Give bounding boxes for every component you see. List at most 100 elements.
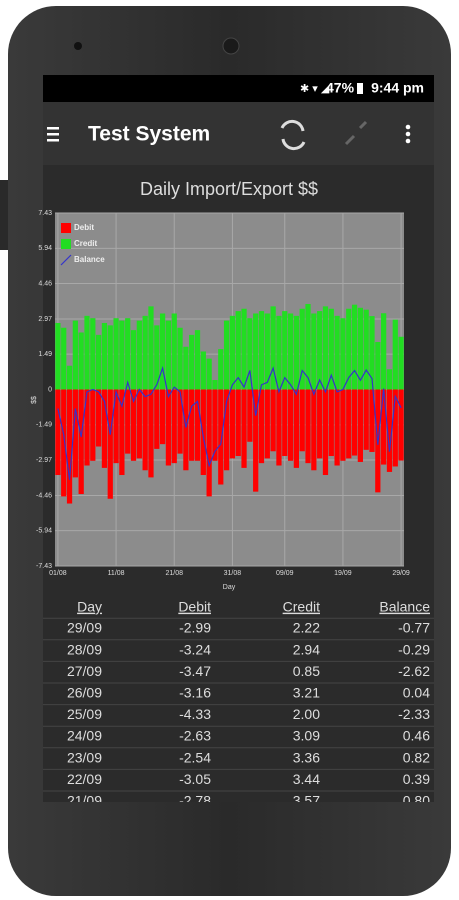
y-tick-label: 7.43 xyxy=(38,210,52,217)
bar xyxy=(253,313,259,390)
bar xyxy=(189,389,195,461)
chart-title: Daily Import/Export $$ xyxy=(140,179,318,199)
bar xyxy=(276,315,282,390)
table-cell: 3.57 xyxy=(293,793,320,809)
clock: 9:44 pm xyxy=(371,80,424,96)
table-cell: 26/09 xyxy=(67,685,102,701)
bar xyxy=(206,389,212,497)
x-tick-label: 09/09 xyxy=(276,570,294,577)
bar xyxy=(229,315,236,390)
front-camera xyxy=(74,42,82,50)
bar xyxy=(107,325,113,390)
bar xyxy=(334,389,340,466)
battery-icon xyxy=(357,83,363,94)
table-cell: 28/09 xyxy=(67,641,102,657)
battery: 47% xyxy=(326,80,355,96)
table-cell: -2.62 xyxy=(398,663,430,679)
bar xyxy=(165,389,172,466)
legend-label: Balance xyxy=(74,255,105,264)
bar xyxy=(90,389,96,461)
bar xyxy=(142,315,148,390)
bar xyxy=(223,320,230,390)
bar xyxy=(101,389,108,468)
refresh-button[interactable] xyxy=(280,119,306,151)
bar xyxy=(90,318,96,390)
bar xyxy=(171,389,177,464)
toolbar xyxy=(43,102,434,165)
table-cell: 0.04 xyxy=(403,685,430,701)
table-cell: 0.82 xyxy=(403,749,430,765)
bar xyxy=(299,389,305,452)
bar xyxy=(183,346,189,390)
x-tick-label: 19/09 xyxy=(334,570,352,577)
overflow-menu[interactable] xyxy=(405,124,411,144)
bar xyxy=(258,311,265,390)
status-icons: ✱ ▾ ◢ xyxy=(300,83,330,95)
y-tick-label: 2.97 xyxy=(38,316,52,323)
bar xyxy=(386,369,393,390)
bar xyxy=(276,389,282,466)
table-cell: 3.44 xyxy=(293,771,320,787)
bar xyxy=(223,389,230,471)
bar xyxy=(200,351,206,390)
bar xyxy=(55,322,61,390)
bar xyxy=(235,311,241,390)
x-tick-label: 21/08 xyxy=(165,570,183,577)
bar xyxy=(96,334,102,390)
table-cell: -2.99 xyxy=(179,620,211,636)
menu-button[interactable] xyxy=(47,127,59,142)
bar xyxy=(61,327,67,390)
table-cell: 0.39 xyxy=(403,771,430,787)
table-cell: -2.78 xyxy=(179,793,211,809)
bar xyxy=(235,389,241,457)
bar xyxy=(159,389,166,445)
bar xyxy=(125,389,131,454)
bar xyxy=(72,320,78,390)
bar xyxy=(375,341,381,390)
x-tick-label: 11/08 xyxy=(108,570,125,577)
bar xyxy=(270,306,276,390)
bar xyxy=(264,313,270,390)
bar xyxy=(311,389,317,471)
bar xyxy=(148,389,154,478)
bar xyxy=(392,389,398,467)
bar xyxy=(293,315,300,390)
bar xyxy=(183,389,189,471)
y-tick-label: -5.94 xyxy=(36,527,52,534)
legend-swatch xyxy=(61,239,71,249)
bar xyxy=(154,325,160,390)
bar xyxy=(247,389,253,442)
bar xyxy=(363,389,369,450)
bar xyxy=(66,389,73,504)
table-cell: -2.54 xyxy=(179,749,211,765)
table-cell: 3.09 xyxy=(293,728,320,744)
table-cell: 0.80 xyxy=(403,793,430,809)
table-cell: 23/09 xyxy=(67,749,102,765)
x-tick-label: 31/08 xyxy=(224,570,242,577)
bar xyxy=(66,365,73,390)
bar xyxy=(299,308,305,390)
bar xyxy=(381,313,387,390)
bar xyxy=(189,334,195,390)
bar xyxy=(317,311,323,390)
bar xyxy=(398,389,404,461)
y-tick-label: 1.49 xyxy=(38,351,52,358)
bar xyxy=(328,389,334,457)
x-axis-label: Day xyxy=(223,584,236,591)
bar xyxy=(322,389,329,476)
bar xyxy=(398,336,404,390)
bar xyxy=(218,349,224,390)
collapse-button[interactable] xyxy=(344,120,368,146)
bar xyxy=(334,315,340,390)
table-header: Balance xyxy=(379,599,430,615)
app-title: Test System xyxy=(88,123,210,146)
table-cell: -0.77 xyxy=(398,620,430,636)
bar xyxy=(351,389,358,456)
y-tick-label: -4.46 xyxy=(36,492,52,499)
bar xyxy=(322,306,329,390)
table-cell: -2.63 xyxy=(179,728,211,744)
bar xyxy=(107,389,113,499)
bar xyxy=(351,304,358,390)
table-cell: -3.05 xyxy=(179,771,211,787)
bar xyxy=(340,318,346,390)
